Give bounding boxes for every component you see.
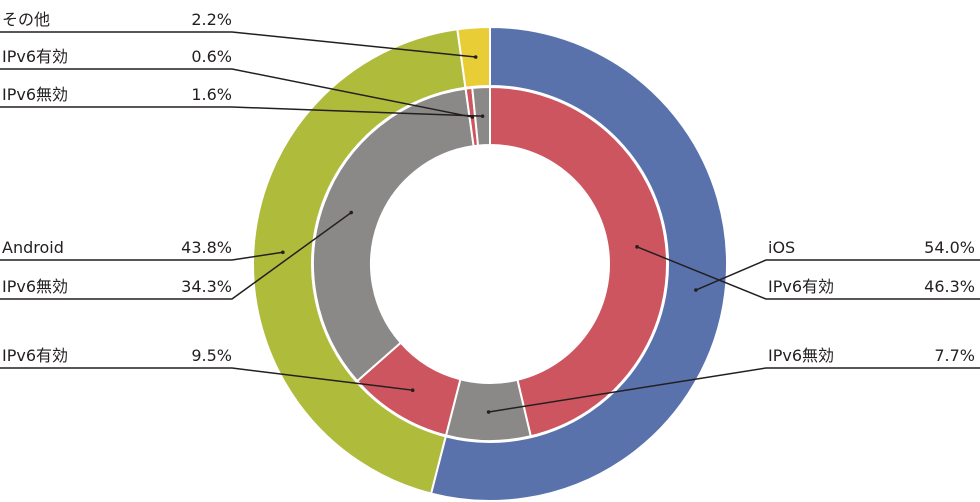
inner-ring-value-3: 34.3% — [181, 277, 232, 296]
inner-ring-leader-1 — [488, 367, 980, 413]
inner-ring-leader-0 — [636, 246, 980, 300]
inner-ring-leader-dot-2 — [410, 388, 415, 392]
inner-ring-value-2: 9.5% — [191, 346, 232, 365]
outer-ring-label-2: その他 — [2, 10, 50, 29]
inner-ring-leader-dot-3 — [349, 210, 354, 215]
inner-ring-value-1: 7.7% — [934, 346, 975, 365]
inner-ring-label-1: IPv6無効 — [768, 346, 834, 365]
leader-lines — [0, 31, 980, 414]
inner-ring — [312, 85, 668, 442]
outer-ring-leader-dot-2 — [473, 55, 478, 59]
slice-labels: その他 2.2% IPv6有効 0.6% IPv6無効 1.6% Android 43.8% I… — [2, 10, 975, 365]
inner-ring-slice-3 — [312, 87, 475, 383]
inner-ring-leader-dot-5 — [480, 114, 485, 118]
inner-ring-label-4: IPv6有効 — [2, 47, 68, 66]
outer-ring-leader-dot-1 — [281, 250, 285, 255]
inner-ring-leader-3 — [0, 211, 352, 300]
inner-ring-label-3: IPv6無効 — [2, 277, 68, 296]
outer-ring-leader-1 — [0, 251, 283, 261]
outer-ring-value-1: 43.8% — [181, 238, 232, 257]
outer-ring-value-2: 2.2% — [191, 10, 232, 29]
inner-ring-leader-4 — [0, 68, 473, 118]
inner-ring-leader-5 — [0, 106, 483, 117]
outer-ring-leader-dot-0 — [694, 288, 698, 292]
inner-ring-value-5: 1.6% — [191, 85, 232, 104]
inner-ring-value-0: 46.3% — [924, 277, 975, 296]
outer-ring-label-0: iOS — [768, 238, 795, 257]
inner-ring-label-5: IPv6無効 — [2, 85, 68, 104]
inner-ring-label-0: IPv6有効 — [768, 277, 834, 296]
outer-ring-label-1: Android — [2, 238, 64, 257]
outer-ring-leader-2 — [0, 31, 476, 58]
inner-ring-leader-dot-1 — [486, 410, 491, 414]
inner-ring-value-4: 0.6% — [191, 47, 232, 66]
inner-ring-leader-dot-0 — [635, 245, 639, 249]
inner-ring-slice-0 — [489, 85, 668, 438]
outer-ring-value-0: 54.0% — [924, 238, 975, 257]
inner-ring-label-2: IPv6有効 — [2, 346, 68, 365]
inner-ring-leader-2 — [0, 367, 413, 391]
